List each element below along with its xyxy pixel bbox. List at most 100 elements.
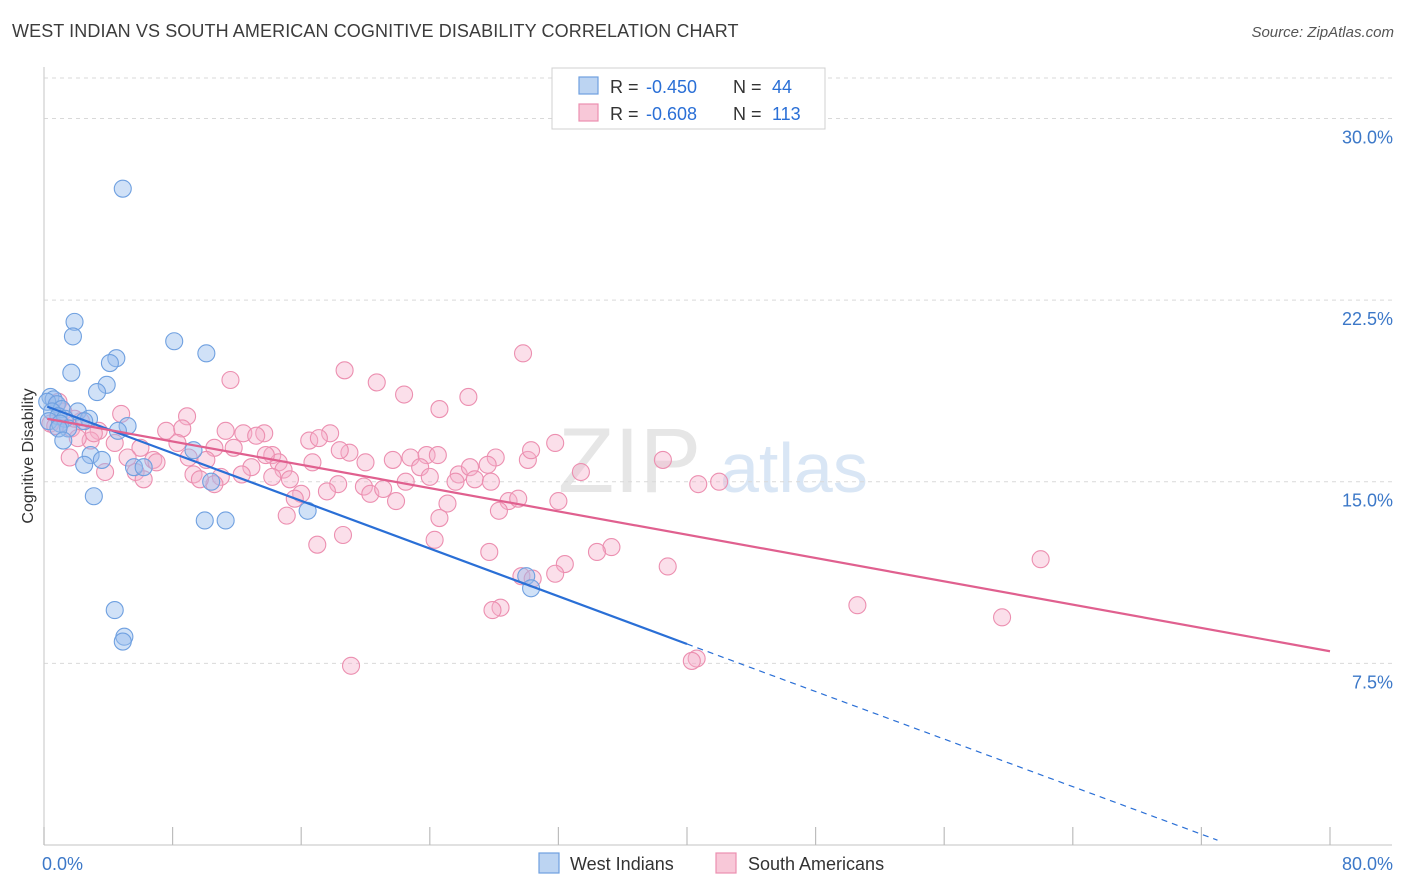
- point-south-americans: [478, 455, 497, 474]
- point-west-indians: [113, 632, 132, 651]
- trend-lines: [46, 405, 1331, 841]
- point-south-americans: [430, 508, 449, 528]
- stats-box: R = -0.450 N = 44 R = -0.608 N = 113: [551, 67, 826, 130]
- point-south-americans: [173, 419, 192, 438]
- point-west-indians: [63, 327, 82, 346]
- point-south-americans: [481, 472, 500, 491]
- stats-swatch-west-indians: [578, 76, 599, 95]
- point-south-americans: [483, 601, 502, 620]
- point-south-americans: [216, 421, 235, 440]
- point-south-americans: [428, 446, 447, 465]
- point-south-americans: [587, 542, 607, 562]
- chart-title: WEST INDIAN VS SOUTH AMERICAN COGNITIVE …: [12, 21, 739, 41]
- point-south-americans: [513, 344, 533, 363]
- point-south-americans: [480, 542, 499, 562]
- legend-label-west-indians: West Indians: [570, 854, 674, 874]
- stats-n-value: 44: [772, 77, 792, 97]
- stats-r-value: -0.608: [646, 104, 697, 124]
- stats-r-label: R =: [610, 104, 639, 124]
- point-south-americans: [602, 538, 621, 557]
- point-west-indians: [105, 601, 124, 620]
- point-south-americans: [105, 433, 124, 453]
- point-south-americans: [256, 446, 275, 465]
- watermark-atlas: atlas: [720, 429, 868, 507]
- point-south-americans: [190, 470, 209, 489]
- trend-line-south-americans: [47, 417, 1331, 653]
- point-west-indians: [202, 472, 221, 491]
- x-tick-label-max: 80.0%: [1342, 854, 1393, 874]
- data-points: [38, 179, 1050, 675]
- point-south-americans: [60, 448, 79, 467]
- point-south-americans: [356, 453, 375, 472]
- point-west-indians: [54, 431, 73, 450]
- y-axis-label: Cognitive Disability: [20, 388, 37, 523]
- point-south-americans: [546, 433, 565, 453]
- point-south-americans: [549, 492, 568, 511]
- point-south-americans: [522, 441, 541, 460]
- point-south-americans: [571, 462, 590, 482]
- point-south-americans: [460, 458, 480, 477]
- point-west-indians: [165, 332, 184, 351]
- point-west-indians: [84, 487, 103, 506]
- point-south-americans: [96, 462, 115, 482]
- point-south-americans: [710, 472, 729, 491]
- point-south-americans: [465, 470, 484, 489]
- point-south-americans: [459, 387, 478, 407]
- point-west-indians: [100, 353, 119, 373]
- point-south-americans: [1031, 550, 1050, 569]
- y-tick-label: 22.5%: [1342, 309, 1393, 329]
- point-south-americans: [178, 407, 197, 426]
- point-south-americans: [689, 475, 708, 494]
- point-south-americans: [221, 370, 240, 390]
- point-west-indians: [92, 450, 111, 469]
- point-south-americans: [438, 494, 457, 513]
- point-south-americans: [335, 361, 354, 380]
- point-south-americans: [333, 525, 353, 545]
- stats-swatch-south-americans: [578, 103, 599, 122]
- point-south-americans: [411, 458, 430, 477]
- point-west-indians: [97, 375, 116, 394]
- legend-swatch-south-americans: [715, 852, 737, 874]
- point-west-indians: [75, 455, 94, 474]
- point-south-americans: [848, 596, 867, 615]
- stats-n-value: 113: [772, 104, 801, 124]
- point-south-americans: [401, 448, 420, 467]
- point-south-americans: [118, 448, 137, 467]
- point-west-indians: [197, 344, 216, 363]
- trend-line-west-indians-extension: [686, 643, 1218, 841]
- point-west-indians: [195, 511, 214, 530]
- point-south-americans: [341, 656, 361, 675]
- point-south-americans: [144, 450, 163, 469]
- point-south-americans: [993, 608, 1012, 627]
- point-south-americans: [518, 450, 537, 469]
- point-south-americans: [425, 530, 444, 549]
- point-south-americans: [232, 465, 251, 484]
- legend-label-south-americans: South Americans: [748, 854, 884, 874]
- watermark-zip: ZIP: [558, 410, 701, 512]
- point-south-americans: [247, 426, 266, 445]
- point-south-americans: [395, 385, 414, 404]
- point-south-americans: [546, 564, 565, 583]
- point-south-americans: [653, 450, 672, 469]
- stats-n-label: N =: [733, 77, 762, 97]
- point-south-americans: [308, 535, 327, 554]
- point-south-americans: [309, 429, 328, 448]
- point-south-americans: [242, 458, 261, 477]
- point-south-americans: [330, 441, 349, 460]
- point-south-americans: [321, 424, 340, 443]
- point-south-americans: [446, 472, 465, 491]
- legend: West Indians South Americans: [538, 852, 884, 874]
- point-south-americans: [555, 555, 574, 574]
- point-south-americans: [205, 475, 224, 494]
- point-west-indians: [62, 363, 81, 382]
- point-west-indians: [113, 179, 132, 198]
- point-south-americans: [489, 501, 508, 520]
- point-south-americans: [277, 506, 296, 525]
- point-south-americans: [374, 479, 393, 499]
- point-south-americans: [263, 467, 282, 486]
- y-tick-label: 15.0%: [1342, 491, 1393, 511]
- y-tick-label: 30.0%: [1342, 127, 1393, 147]
- point-south-americans: [420, 467, 439, 486]
- point-west-indians: [81, 446, 100, 465]
